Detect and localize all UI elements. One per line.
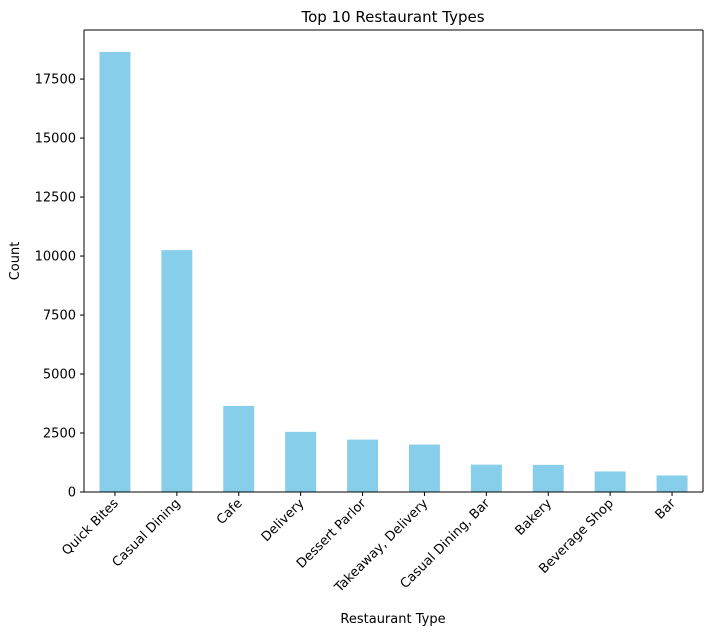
x-tick-label-0: Quick Bites <box>59 496 122 559</box>
x-tick-label-2: Cafe <box>214 496 246 528</box>
bar-6 <box>470 464 502 492</box>
y-tick-label-2: 5000 <box>43 368 76 383</box>
bar-7 <box>532 464 564 492</box>
y-tick-label-3: 7500 <box>43 309 76 324</box>
axes-layer <box>83 29 704 493</box>
bar-3 <box>285 431 317 492</box>
y-tick-label-7: 17500 <box>35 73 76 88</box>
bar-4 <box>347 439 379 492</box>
y-tick-label-1: 2500 <box>43 427 76 442</box>
y-tick-label-6: 15000 <box>35 132 76 147</box>
bar-2 <box>223 405 255 492</box>
bar-1 <box>161 250 193 492</box>
y-axis-label: Count <box>8 242 23 281</box>
y-tick-label-0: 0 <box>68 486 76 501</box>
bar-0 <box>99 51 131 493</box>
bar-5 <box>408 444 440 492</box>
x-tick-label-9: Bar <box>653 496 680 523</box>
y-ticks: 0 2500 5000 7500 10000 12500 15000 17500 <box>35 73 84 501</box>
y-tick-label-5: 12500 <box>35 191 76 206</box>
bars-layer <box>99 51 688 493</box>
bar-9 <box>656 475 688 492</box>
x-tick-label-3: Delivery <box>259 496 308 545</box>
x-tick-label-7: Bakery <box>513 496 556 539</box>
x-axis-label: Restaurant Type <box>340 612 445 627</box>
bar-8 <box>594 471 626 492</box>
chart-title: Top 10 Restaurant Types <box>300 8 484 26</box>
y-tick-label-4: 10000 <box>35 250 76 265</box>
